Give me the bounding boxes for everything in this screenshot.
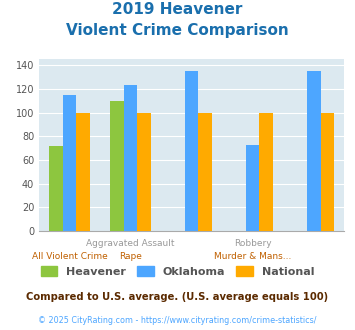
- Bar: [307, 71, 321, 231]
- Bar: [63, 95, 76, 231]
- Bar: [76, 113, 90, 231]
- Bar: [185, 71, 198, 231]
- Text: 2019 Heavener: 2019 Heavener: [112, 2, 243, 16]
- Text: Aggravated Assault: Aggravated Assault: [86, 239, 175, 248]
- Text: © 2025 CityRating.com - https://www.cityrating.com/crime-statistics/: © 2025 CityRating.com - https://www.city…: [38, 316, 317, 325]
- Text: Compared to U.S. average. (U.S. average equals 100): Compared to U.S. average. (U.S. average …: [26, 292, 329, 302]
- Bar: [137, 113, 151, 231]
- Text: All Violent Crime: All Violent Crime: [32, 252, 108, 261]
- Bar: [260, 113, 273, 231]
- Text: Violent Crime Comparison: Violent Crime Comparison: [66, 23, 289, 38]
- Legend: Heavener, Oklahoma, National: Heavener, Oklahoma, National: [36, 261, 319, 281]
- Bar: [49, 146, 63, 231]
- Bar: [110, 101, 124, 231]
- Text: Rape: Rape: [119, 252, 142, 261]
- Bar: [246, 145, 260, 231]
- Bar: [321, 113, 334, 231]
- Text: Robbery: Robbery: [234, 239, 272, 248]
- Bar: [198, 113, 212, 231]
- Bar: [124, 85, 137, 231]
- Text: Murder & Mans...: Murder & Mans...: [214, 252, 291, 261]
